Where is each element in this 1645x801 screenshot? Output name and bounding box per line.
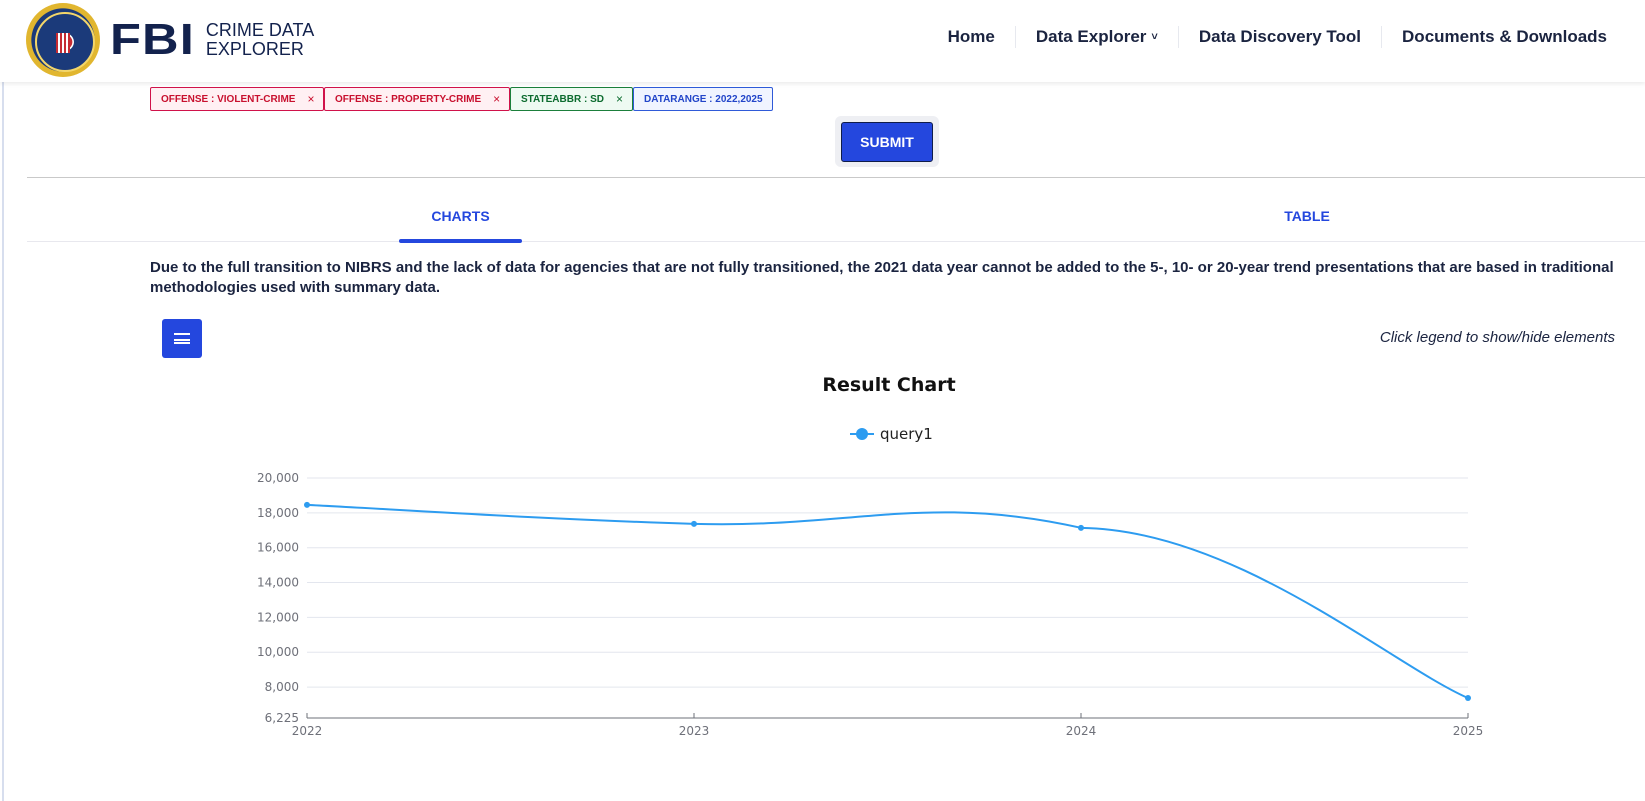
chart-title: Result Chart xyxy=(822,374,955,396)
legend-label: query1 xyxy=(880,425,933,443)
y-tick-label: 18,000 xyxy=(257,506,299,520)
y-tick-label: 20,000 xyxy=(257,471,299,485)
nibrs-notice: Due to the full transition to NIBRS and … xyxy=(150,259,1614,296)
nav-documents-downloads[interactable]: Documents & Downloads xyxy=(1381,26,1627,48)
close-icon[interactable]: × xyxy=(493,92,501,106)
x-tick-label: 2024 xyxy=(1066,724,1097,738)
y-tick-label: 16,000 xyxy=(257,541,299,555)
y-tick-label: 6,225 xyxy=(265,711,299,725)
logo-fbi-text: FBI xyxy=(110,15,195,64)
chip-label: DATARANGE : 2022,2025 xyxy=(644,93,763,105)
filter-chip-property-crime[interactable]: OFFENSE : PROPERTY-CRIME × xyxy=(324,87,510,111)
x-tick-label: 2025 xyxy=(1453,724,1484,738)
divider xyxy=(27,177,1645,178)
nav-home-label: Home xyxy=(947,27,995,46)
logo-subtitle-line1: CRIME DATA xyxy=(205,20,315,40)
x-tick-label: 2023 xyxy=(679,724,710,738)
active-tab-indicator xyxy=(399,239,522,243)
filter-chip-daterange[interactable]: DATARANGE : 2022,2025 xyxy=(633,87,773,111)
nav-home[interactable]: Home xyxy=(928,26,1015,48)
nav-data-discovery-label: Data Discovery Tool xyxy=(1198,27,1362,46)
nav-data-explorer-label: Data Explorer xyxy=(1035,27,1147,46)
nav-data-explorer[interactable]: Data Explorer ˅ xyxy=(1014,26,1178,48)
submit-focus-ring: SUBMIT xyxy=(835,116,939,167)
chart-menu-button[interactable] xyxy=(162,319,202,358)
hamburger-menu-icon xyxy=(174,333,190,344)
y-tick-label: 14,000 xyxy=(257,576,299,590)
result-chart: Result Chart query1 6,225 8,000 10,000 12,0… xyxy=(0,370,1645,770)
series-points xyxy=(304,501,1471,702)
main-nav: Home Data Explorer ˅ Data Discovery Tool … xyxy=(928,26,1627,48)
legend-hint: Click legend to show/hide elements xyxy=(1379,329,1615,346)
filter-chip-state[interactable]: STATEABBR : SD × xyxy=(510,87,633,111)
line-chart: Result Chart query1 6,225 8,000 10,000 12,0… xyxy=(257,374,1484,738)
logo-subtitle-line2: EXPLORER xyxy=(205,39,304,59)
data-point[interactable] xyxy=(1465,695,1471,702)
chip-label: OFFENSE : VIOLENT-CRIME xyxy=(161,93,296,105)
y-axis: 6,225 8,000 10,000 12,000 14,000 16,000 18,000… xyxy=(257,471,299,725)
nav-data-discovery-tool[interactable]: Data Discovery Tool xyxy=(1177,26,1381,48)
tab-table[interactable]: TABLE xyxy=(1284,208,1330,224)
filter-chips: OFFENSE : VIOLENT-CRIME × OFFENSE : PROP… xyxy=(150,87,773,111)
x-tick-label: 2022 xyxy=(292,724,323,738)
data-point[interactable] xyxy=(304,501,310,508)
series-line-query1[interactable] xyxy=(306,503,1469,699)
chip-label: STATEABBR : SD xyxy=(521,93,604,105)
chart-legend-item[interactable]: query1 xyxy=(850,425,933,443)
y-tick-label: 10,000 xyxy=(257,645,299,659)
close-icon[interactable]: × xyxy=(615,92,623,106)
fbi-seal-icon xyxy=(26,3,100,77)
chip-label: OFFENSE : PROPERTY-CRIME xyxy=(335,93,482,105)
data-point[interactable] xyxy=(1078,524,1084,531)
logo-subtitle: CRIME DATA EXPLORER xyxy=(206,21,314,59)
data-point[interactable] xyxy=(691,520,697,527)
chart-grid xyxy=(307,477,1468,688)
legend-marker-icon xyxy=(856,428,868,440)
brand-logo[interactable]: FBI CRIME DATA EXPLORER xyxy=(26,3,314,77)
x-axis: 2022 2023 2024 2025 xyxy=(292,713,1484,738)
site-header: FBI CRIME DATA EXPLORER Home Data Explor… xyxy=(0,0,1645,82)
nav-documents-label: Documents & Downloads xyxy=(1402,27,1607,46)
submit-button[interactable]: SUBMIT xyxy=(841,121,933,162)
y-tick-label: 12,000 xyxy=(257,610,299,624)
view-tabs: CHARTS TABLE xyxy=(27,196,1645,243)
close-icon[interactable]: × xyxy=(307,92,315,106)
chevron-down-icon: ˅ xyxy=(1151,31,1158,43)
y-tick-label: 8,000 xyxy=(265,680,299,694)
tab-charts[interactable]: CHARTS xyxy=(431,208,490,224)
left-border xyxy=(2,82,4,801)
filter-chip-violent-crime[interactable]: OFFENSE : VIOLENT-CRIME × xyxy=(150,87,324,111)
